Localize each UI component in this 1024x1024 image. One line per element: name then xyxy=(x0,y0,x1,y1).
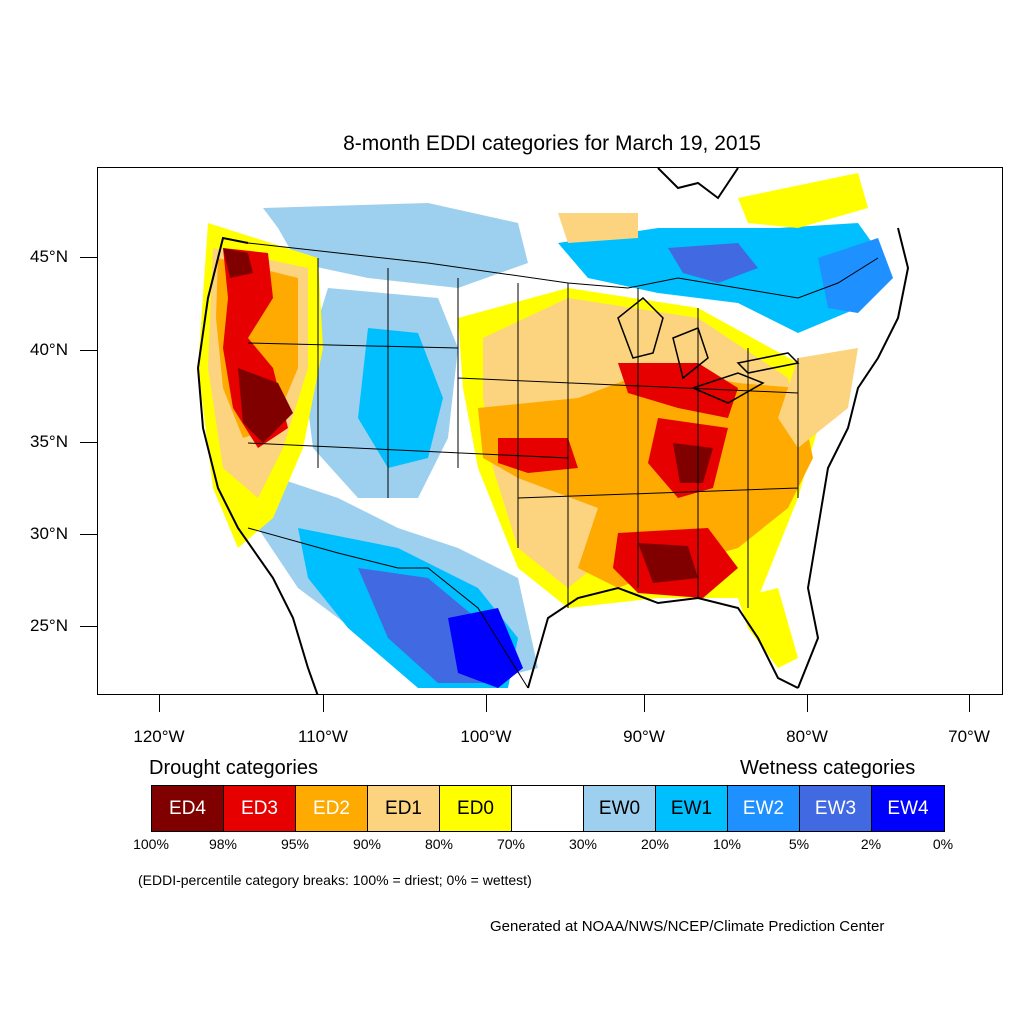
legend-box-ew1: EW1 xyxy=(656,786,728,831)
great-lakes-outline xyxy=(617,296,800,404)
lon-label-80w: 80°W xyxy=(786,727,828,746)
percentile-label: 90% xyxy=(352,836,382,852)
percentile-label: 98% xyxy=(208,836,238,852)
legend-box-ew2: EW2 xyxy=(728,786,800,831)
percentile-label: 70% xyxy=(496,836,526,852)
lon-tick xyxy=(486,695,487,712)
drought-region-midwest-ed3 xyxy=(618,363,738,418)
percentile-label: 10% xyxy=(712,836,742,852)
lon-tick xyxy=(807,695,808,712)
category-legend-bar: ED4 ED3 ED2 ED1 ED0 EW0 EW1 EW2 EW3 EW4 xyxy=(151,785,945,832)
wet-region-rockies-core xyxy=(358,328,443,468)
lon-tick xyxy=(323,695,324,712)
percentile-label: 100% xyxy=(133,836,169,852)
lat-tick xyxy=(80,257,97,258)
legend-box-neutral xyxy=(512,786,584,831)
map-title: 8-month EDDI categories for March 19, 20… xyxy=(343,132,761,155)
wet-region-northern-plains xyxy=(263,203,528,288)
legend-box-ed3: ED3 xyxy=(224,786,296,831)
percentile-label: 95% xyxy=(280,836,310,852)
drought-region-central-ed2 xyxy=(478,368,813,588)
lon-label-110w: 110°W xyxy=(298,727,348,746)
drought-region-deep-south-ed4 xyxy=(638,543,698,583)
legend-box-ed4: ED4 xyxy=(152,786,224,831)
lat-label-35n: 35°N xyxy=(30,432,68,451)
lon-label-90w: 90°W xyxy=(623,727,665,746)
lat-label-45n: 45°N xyxy=(30,247,68,266)
drought-region-pacific-nw-ed4 xyxy=(223,248,253,278)
credit-line: Generated at NOAA/NWS/NCEP/Climate Predi… xyxy=(490,918,885,935)
percentile-label: 30% xyxy=(568,836,598,852)
lat-tick xyxy=(80,534,97,535)
pacific-coast xyxy=(196,236,319,694)
drought-region-great-basin-ed4 xyxy=(238,368,293,443)
lat-label-25n: 25°N xyxy=(30,616,68,635)
drought-region-canada-ed1 xyxy=(558,213,638,243)
atlantic-coast xyxy=(797,227,910,689)
legend-box-ew4: EW4 xyxy=(872,786,944,831)
lon-label-100w: 100°W xyxy=(460,727,512,746)
map-panel xyxy=(97,167,1003,695)
legend-box-ew3: EW3 xyxy=(800,786,872,831)
wet-region-mexico-extreme xyxy=(448,608,523,688)
lat-tick xyxy=(80,626,97,627)
drought-region-florida-ed0 xyxy=(738,588,798,668)
legend-box-ed0: ED0 xyxy=(440,786,512,831)
wet-region-great-lakes-core xyxy=(668,243,758,283)
eddi-map xyxy=(196,168,910,694)
lat-label-40n: 40°N xyxy=(30,340,68,359)
lat-tick xyxy=(80,350,97,351)
percentile-label: 80% xyxy=(424,836,454,852)
us-canada-border xyxy=(247,242,879,299)
us-mexico-border xyxy=(247,527,529,689)
legend-box-ew0: EW0 xyxy=(584,786,656,831)
category-breaks-note: (EDDI-percentile category breaks: 100% =… xyxy=(138,872,532,888)
gulf-coast xyxy=(527,586,799,689)
boundary-lines xyxy=(247,242,879,689)
drought-region-canada-east-ed0 xyxy=(738,173,868,228)
state-lines xyxy=(247,258,799,608)
percentile-label: 20% xyxy=(640,836,670,852)
drought-region-ohio-valley-ed4 xyxy=(673,443,713,483)
hudson-bay-coast xyxy=(657,168,739,200)
wetness-categories-heading: Wetness categories xyxy=(740,757,916,779)
lon-tick xyxy=(159,695,160,712)
coastline xyxy=(196,168,910,694)
percentile-label: 0% xyxy=(932,836,954,852)
lon-label-70w: 70°W xyxy=(948,727,990,746)
legend-box-ed1: ED1 xyxy=(368,786,440,831)
wet-region-northeast xyxy=(818,238,893,313)
legend-box-ed2: ED2 xyxy=(296,786,368,831)
lat-tick xyxy=(80,442,97,443)
percentile-label: 5% xyxy=(788,836,810,852)
lat-label-30n: 30°N xyxy=(30,524,68,543)
lon-tick xyxy=(969,695,970,712)
drought-categories-heading: Drought categories xyxy=(149,757,318,779)
lon-label-120w: 120°W xyxy=(133,727,185,746)
percentile-label: 2% xyxy=(860,836,882,852)
lon-tick xyxy=(644,695,645,712)
